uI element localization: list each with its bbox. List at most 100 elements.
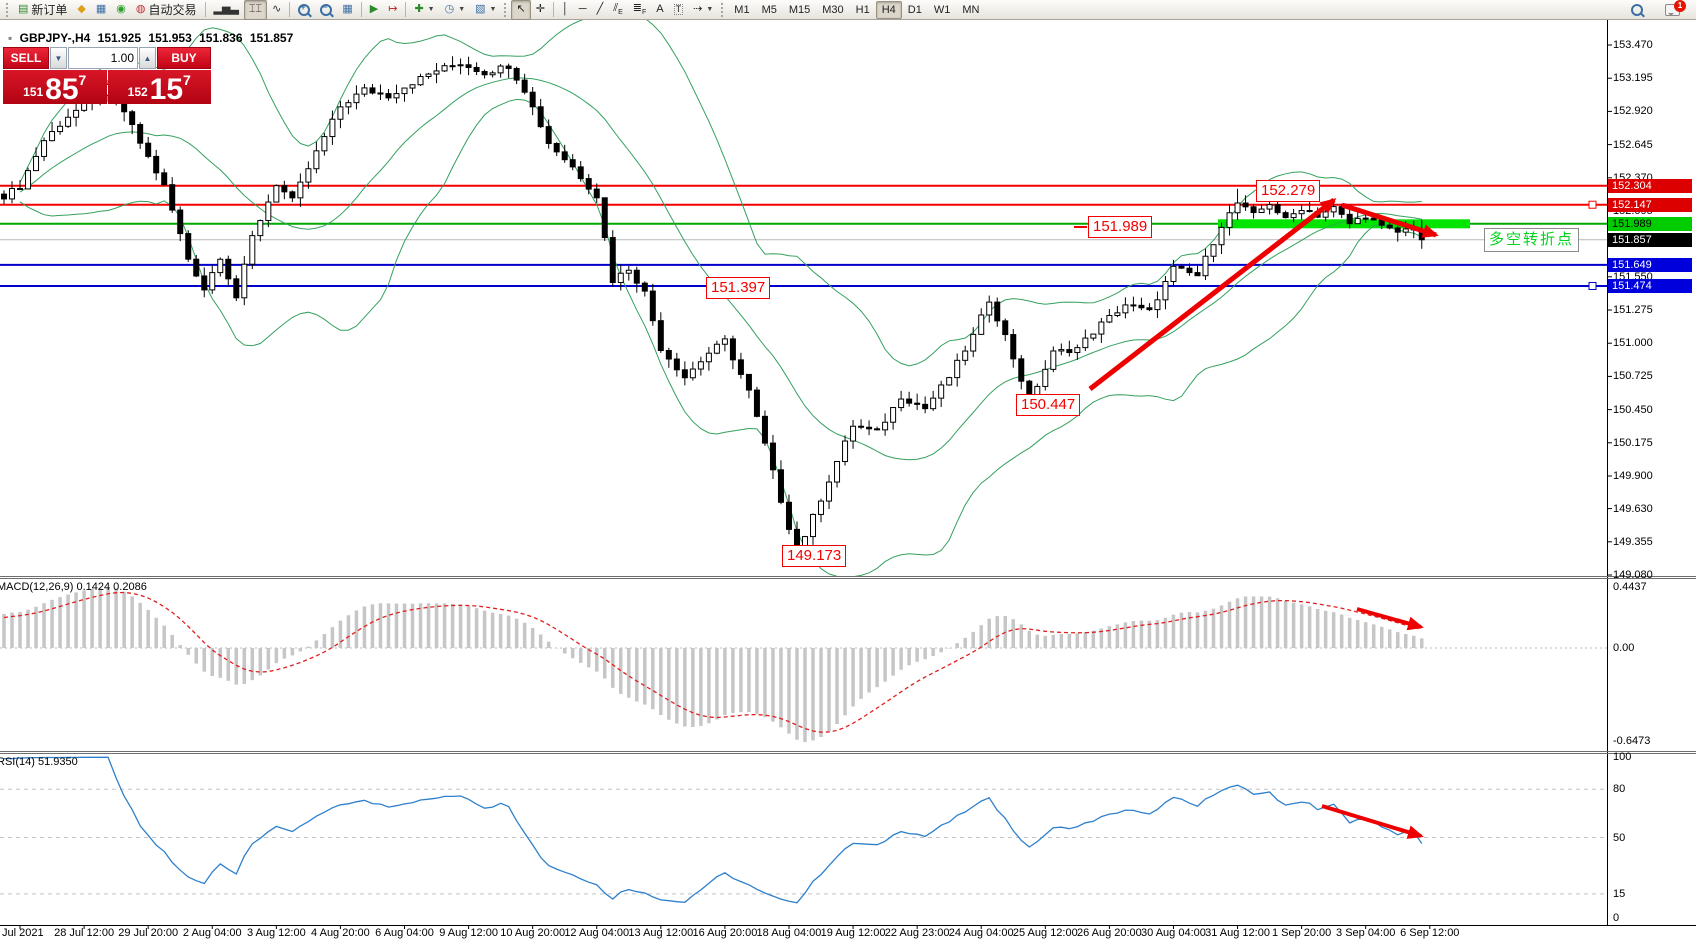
sell-price-tile[interactable]: 151 85 7: [3, 70, 107, 105]
price-tick-label: 150.175: [1613, 436, 1653, 449]
candle-body: [930, 397, 937, 410]
candle-body: [1114, 312, 1121, 316]
toolbar-separator: [204, 2, 206, 17]
pane-divider-macd[interactable]: [0, 574, 1696, 581]
trend-arrow-up[interactable]: [1088, 198, 1337, 391]
zoom-out-button[interactable]: −: [315, 0, 337, 20]
macd-signal-line: [3, 591, 1422, 733]
chart-area[interactable]: [0, 20, 1696, 943]
sell-button[interactable]: SELL: [3, 47, 49, 69]
candle-body: [25, 170, 32, 190]
price-label[interactable]: 151.397: [706, 277, 771, 299]
trendline-tool[interactable]: ╱: [592, 0, 609, 20]
volume-increase-button[interactable]: ▲: [139, 47, 156, 69]
candlestick-icon: ⌶⌶: [248, 3, 263, 15]
fibonacci-tool[interactable]: ≣F: [628, 0, 652, 20]
candle-body: [874, 428, 881, 431]
rsi-arrow-down[interactable]: [1321, 804, 1424, 839]
arrow-shapes-icon: ⇢: [693, 3, 703, 15]
buy-price-tile[interactable]: 152 15 7: [107, 70, 211, 105]
timeframe-h1[interactable]: H1: [855, 3, 870, 16]
candle-body: [625, 269, 632, 274]
candle-body: [1298, 210, 1305, 215]
indicators-button[interactable]: ✚ ▼: [409, 0, 439, 20]
buy-button[interactable]: BUY: [157, 47, 211, 69]
macd-arrow-down[interactable]: [1356, 607, 1424, 631]
price-axis[interactable]: 153.470153.195152.920152.645152.370152.0…: [1607, 20, 1696, 925]
time-axis[interactable]: Jul 2021 28 Jul 12:00 29 Jul 20:00 2 Aug 04…: [0, 925, 1607, 943]
pane-divider-rsi[interactable]: [0, 749, 1696, 756]
bar-chart-icon: ▂▅▃: [213, 3, 239, 15]
bar-chart-button[interactable]: ▂▅▃: [209, 0, 244, 20]
candle-body: [745, 373, 752, 391]
timeframe-w1[interactable]: W1: [933, 3, 951, 16]
candle-body: [129, 111, 136, 126]
new-chart-button[interactable]: ▦: [91, 0, 111, 20]
zoom-in-button[interactable]: +: [293, 0, 315, 20]
price-label[interactable]: 150.447: [1016, 394, 1081, 416]
price-label[interactable]: 152.279: [1256, 180, 1321, 202]
candle-body: [505, 65, 512, 69]
arrows-tool[interactable]: ⇢ ▼: [688, 0, 718, 20]
price-label[interactable]: 151.989: [1088, 216, 1153, 238]
signals-button[interactable]: ◉: [111, 0, 131, 20]
time-label: 19 Aug 12:00: [820, 927, 886, 939]
candle-body: [321, 136, 328, 152]
price-badge-152.147: 152.147: [1608, 197, 1692, 212]
toolbar-grip[interactable]: [6, 2, 10, 17]
cursor-tool-button[interactable]: ↖: [511, 0, 531, 20]
candle-body: [209, 272, 216, 291]
periods-button[interactable]: ◷ ▼: [440, 0, 471, 20]
trend-arrow-down[interactable]: [1341, 202, 1439, 238]
timeframe-m5[interactable]: M5: [761, 3, 777, 16]
new-order-label: 新订单: [31, 3, 68, 17]
candle-body: [978, 314, 985, 335]
highlight-band[interactable]: [1218, 219, 1470, 229]
text-label-tool[interactable]: T: [669, 0, 689, 20]
timeframe-m15[interactable]: M15: [788, 3, 811, 16]
text-tool[interactable]: A: [651, 0, 668, 20]
candle-body: [361, 87, 368, 95]
candle-body: [737, 359, 744, 375]
toolbar-grip[interactable]: [721, 2, 725, 17]
trend-note[interactable]: 多空转折点: [1484, 228, 1580, 252]
price-label[interactable]: 149.173: [782, 545, 847, 567]
timeframe-m1[interactable]: M1: [734, 3, 750, 16]
toolbar-grip[interactable]: [504, 2, 508, 17]
notifications-button[interactable]: 1: [1660, 0, 1686, 20]
line-handle[interactable]: [1588, 281, 1597, 290]
vertical-line-tool[interactable]: │: [557, 0, 574, 20]
chart-title: ▪ GBPJPY-,H4 151.925 151.953 151.836 151…: [8, 31, 297, 45]
candle-body: [1098, 321, 1105, 335]
line-handle[interactable]: [1588, 200, 1597, 209]
toolbar-separator: [289, 2, 291, 17]
volume-decrease-button[interactable]: ▼: [50, 47, 67, 69]
candle-body: [233, 278, 240, 299]
line-chart-button[interactable]: ∿: [267, 0, 286, 20]
search-button[interactable]: [1626, 0, 1648, 20]
candle-body: [1346, 213, 1353, 225]
candlestick-chart-button[interactable]: ⌶⌶: [243, 0, 268, 20]
chart-shift-button[interactable]: ↦: [383, 0, 402, 20]
timeframe-d1[interactable]: D1: [907, 3, 922, 16]
alerts-button[interactable]: ◆: [72, 0, 90, 20]
autotrade-button[interactable]: ◍ 自动交易: [131, 0, 202, 20]
tile-windows-button[interactable]: ▦: [337, 0, 357, 20]
templates-button[interactable]: ▧ ▼: [470, 0, 501, 20]
timeframe-mn[interactable]: MN: [962, 3, 980, 16]
horizontal-line-tool[interactable]: ─: [574, 0, 592, 20]
candle-body: [225, 258, 232, 280]
candle-body: [1058, 349, 1065, 352]
channel-tool[interactable]: ⫽E: [608, 0, 628, 20]
crosshair-tool-button[interactable]: ✛: [531, 0, 550, 20]
auto-scroll-button[interactable]: ▶: [365, 0, 383, 20]
timeframe-m30[interactable]: M30: [822, 3, 844, 16]
timeframe-h4[interactable]: H4: [875, 0, 902, 19]
candle-body: [305, 168, 312, 183]
volume-input[interactable]: [68, 47, 138, 69]
ohlc-close: 151.857: [249, 31, 294, 45]
candle-body: [1394, 227, 1401, 233]
candle-body: [297, 181, 304, 199]
new-order-button[interactable]: ▤ 新订单: [13, 0, 72, 20]
candle-body: [1290, 213, 1297, 219]
